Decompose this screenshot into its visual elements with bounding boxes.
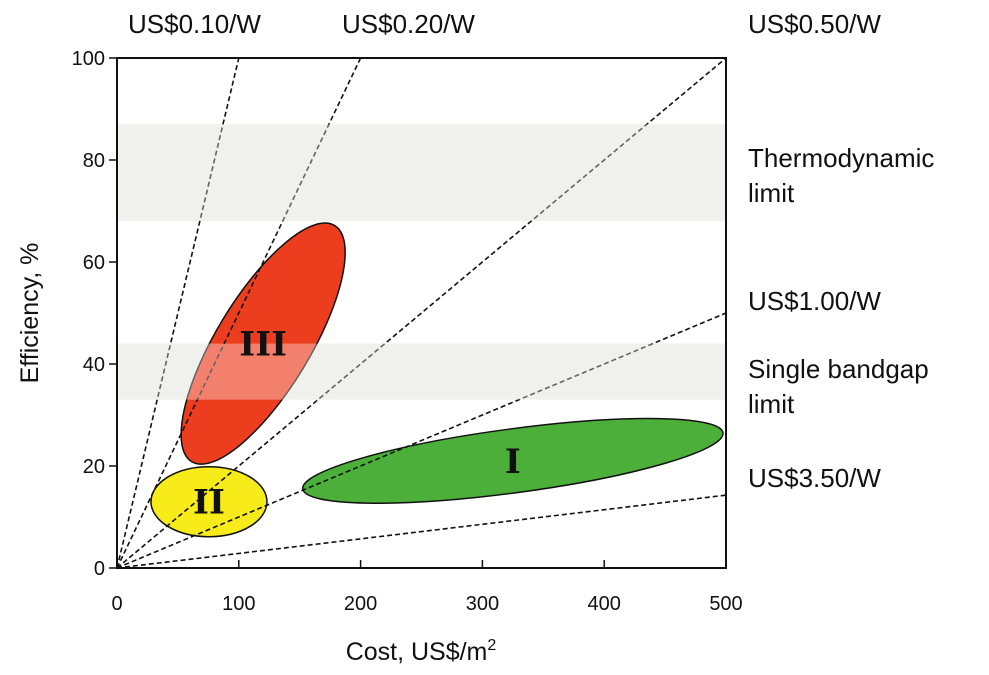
x-tick-label-1: 100 — [222, 593, 255, 615]
x-axis-label: Cost, US$/m2 — [346, 637, 497, 666]
cost-line-1 — [117, 58, 362, 568]
region-III-label: III — [239, 325, 287, 365]
x-tick-label-5: 500 — [709, 593, 742, 615]
limit-band-overlay-0 — [117, 124, 726, 222]
limit-band-overlay-1 — [117, 343, 726, 400]
x-tick-label-2: 200 — [344, 593, 377, 615]
plot-frame — [116, 57, 727, 569]
band-label-1-line-0: Single bandgap — [748, 354, 929, 384]
x-axis-label-superscript: 2 — [487, 637, 496, 654]
cost-line-3 — [117, 312, 726, 568]
cost-line-2 — [117, 58, 726, 568]
y-tick-label-3: 60 — [83, 252, 105, 274]
cost-per-watt-lines — [117, 58, 726, 568]
technology-regions — [150, 222, 724, 538]
region-III-ellipse — [180, 222, 346, 465]
axis-ticks — [109, 57, 727, 569]
cost-line-4 — [117, 494, 726, 568]
region-I-label: I — [505, 442, 521, 482]
y-tick-label-0: 0 — [94, 558, 105, 580]
y-tick-label-5: 100 — [72, 48, 105, 70]
band-overlay — [117, 124, 726, 400]
y-axis-label: Efficiency, % — [16, 243, 44, 384]
region-II-ellipse — [150, 465, 268, 538]
cost-line-label-3: US$1.00/W — [748, 286, 881, 316]
x-tick-label-0: 0 — [111, 593, 122, 615]
band-label-0-line-1: limit — [748, 178, 795, 208]
y-tick-label-4: 80 — [83, 150, 105, 172]
x-tick-label-3: 300 — [466, 593, 499, 615]
band-label-1-line-1: limit — [748, 389, 795, 419]
cost-line-label-4: US$3.50/W — [748, 463, 881, 493]
limit-band-0 — [117, 124, 726, 222]
x-axis-label-text: Cost, US$/m — [346, 638, 488, 666]
y-tick-label-2: 40 — [83, 354, 105, 376]
y-tick-label-1: 20 — [83, 456, 105, 478]
region-I-ellipse — [301, 417, 724, 504]
cost-line-0 — [117, 58, 240, 568]
x-tick-label-4: 400 — [588, 593, 621, 615]
cost-line-label-2: US$0.50/W — [748, 9, 881, 39]
cost-line-label-0: US$0.10/W — [128, 9, 261, 39]
region-II-label: II — [193, 483, 225, 523]
band-label-0-line-0: Thermodynamic — [748, 143, 934, 173]
cost-line-label-1: US$0.20/W — [342, 9, 475, 39]
